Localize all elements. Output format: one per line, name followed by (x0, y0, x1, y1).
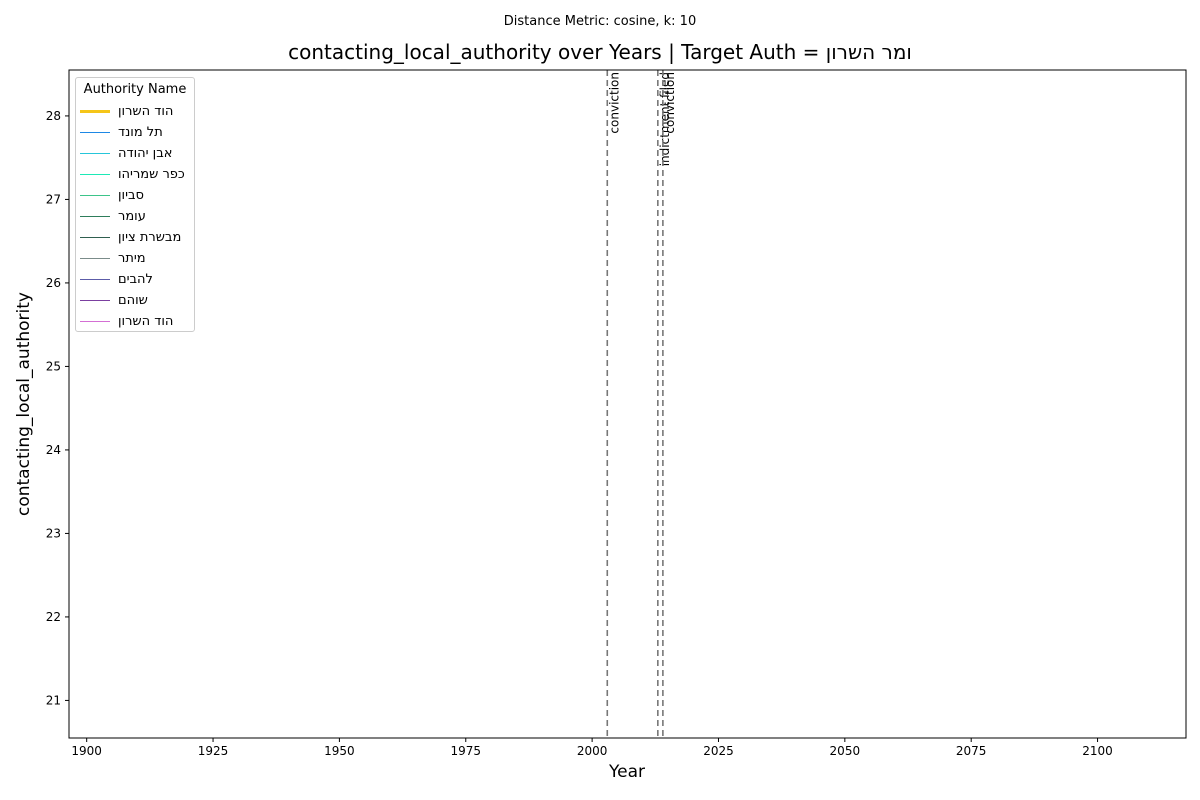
legend-swatch (80, 173, 110, 175)
legend-label: שוהם (118, 292, 148, 308)
legend-label: מבשרת ציון (118, 229, 182, 245)
legend-swatch (80, 299, 110, 301)
legend-item: הוד השרון (80, 102, 173, 120)
y-tick-label: 25 (46, 359, 61, 373)
x-tick-label: 2000 (577, 744, 608, 758)
legend-item: עומר (80, 207, 146, 225)
chart-title-prefix: contacting_local_authority over Years | … (288, 40, 826, 64)
legend-label: מיתר (118, 250, 146, 266)
legend-swatch (80, 194, 110, 196)
legend-title: Authority Name (83, 82, 187, 97)
chart-title: contacting_local_authority over Years | … (0, 40, 1200, 64)
legend-item: הוד השרון (80, 312, 173, 330)
legend-item: להבים (80, 270, 153, 288)
legend-label: תל מונד (118, 124, 163, 140)
x-tick-label: 1975 (450, 744, 481, 758)
legend-label: להבים (118, 271, 153, 287)
x-axis-ticks: 1900 1925 1950 1975 2000 2025 2050 2075 2100 (71, 738, 1113, 758)
legend-item: תל מונד (80, 123, 163, 141)
legend: Authority Name הוד השרון תל מונד אבן יהודה… (75, 77, 195, 332)
y-tick-label: 27 (46, 192, 61, 206)
x-axis-label: Year (609, 762, 645, 782)
legend-label: הוד השרון (118, 103, 174, 119)
legend-label: סביון (118, 187, 144, 203)
event-label: conviction (663, 72, 677, 134)
y-tick-label: 24 (46, 443, 61, 457)
legend-label: עומר (118, 208, 146, 224)
x-tick-label: 2100 (1082, 744, 1113, 758)
legend-swatch (80, 320, 110, 322)
legend-item: שוהם (80, 291, 148, 309)
legend-item: מבשרת ציון (80, 228, 181, 246)
event-label: conviction (607, 72, 621, 134)
y-tick-label: 23 (46, 526, 61, 540)
x-tick-label: 1900 (71, 744, 102, 758)
y-axis-ticks: 21 22 23 24 25 26 27 28 (46, 109, 69, 707)
legend-swatch (80, 278, 110, 280)
event-label: indictment filed (658, 72, 672, 166)
legend-label: אבן יהודה (118, 145, 173, 161)
legend-item: אבן יהודה (80, 144, 172, 162)
chart-title-target: ומר השרון (825, 40, 912, 64)
legend-swatch (80, 236, 110, 238)
legend-swatch (80, 109, 110, 113)
plot-frame (68, 69, 1187, 739)
x-tick-label: 2075 (956, 744, 987, 758)
legend-item: מיתר (80, 249, 146, 267)
legend-item: כפר שמריהו (80, 165, 185, 183)
y-tick-label: 26 (46, 276, 61, 290)
y-tick-label: 21 (46, 693, 61, 707)
x-tick-label: 2025 (703, 744, 734, 758)
legend-swatch (80, 152, 110, 154)
legend-item: סביון (80, 186, 144, 204)
legend-label: הוד השרון (118, 313, 174, 329)
x-tick-label: 1950 (324, 744, 355, 758)
legend-swatch (80, 215, 110, 217)
x-tick-label: 2050 (830, 744, 861, 758)
y-tick-label: 28 (46, 109, 61, 123)
figure-suptitle: Distance Metric: cosine, k: 10 (503, 14, 697, 29)
y-axis-label: contacting_local_authority (14, 292, 34, 516)
legend-swatch (80, 131, 110, 133)
legend-swatch (80, 257, 110, 259)
legend-label: כפר שמריהו (118, 166, 185, 182)
y-tick-label: 22 (46, 610, 61, 624)
x-tick-label: 1925 (198, 744, 229, 758)
